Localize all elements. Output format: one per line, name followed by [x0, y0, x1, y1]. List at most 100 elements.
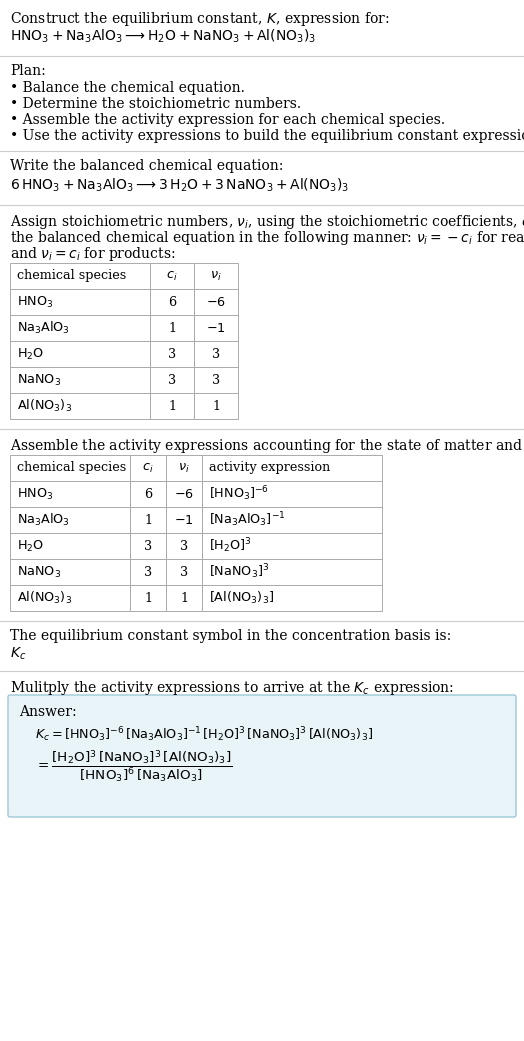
Text: $\mathrm{Al(NO_3)_3}$: $\mathrm{Al(NO_3)_3}$	[17, 398, 72, 414]
Text: Construct the equilibrium constant, $K$, expression for:: Construct the equilibrium constant, $K$,…	[10, 10, 390, 28]
Text: $-6$: $-6$	[174, 487, 194, 501]
Bar	[150, 289, 194, 315]
Text: the balanced chemical equation in the following manner: $\nu_i = -c_i$ for react: the balanced chemical equation in the fo…	[10, 229, 524, 247]
Text: $[\mathrm{NaNO_3}]^3$: $[\mathrm{NaNO_3}]^3$	[209, 562, 269, 581]
Text: • Assemble the activity expression for each chemical species.: • Assemble the activity expression for e…	[10, 113, 445, 127]
Text: $\mathrm{NaNO_3}$: $\mathrm{NaNO_3}$	[17, 564, 61, 580]
Text: The equilibrium constant symbol in the concentration basis is:: The equilibrium constant symbol in the c…	[10, 629, 451, 643]
Text: Write the balanced chemical equation:: Write the balanced chemical equation:	[10, 159, 283, 173]
Bar	[130, 455, 166, 481]
Bar	[194, 263, 238, 289]
Bar	[10, 455, 130, 481]
Text: 3: 3	[180, 539, 188, 553]
Text: • Balance the chemical equation.: • Balance the chemical equation.	[10, 81, 245, 95]
Bar	[130, 533, 166, 559]
Text: 6: 6	[168, 296, 176, 308]
Text: $\mathrm{HNO_3}$: $\mathrm{HNO_3}$	[17, 486, 53, 502]
Text: 1: 1	[144, 591, 152, 605]
Text: $-1$: $-1$	[206, 322, 226, 334]
Bar	[194, 367, 238, 393]
Text: $K_c = [\mathrm{HNO_3}]^{-6}\,[\mathrm{Na_3AlO_3}]^{-1}\,[\mathrm{H_2O}]^3\,[\ma: $K_c = [\mathrm{HNO_3}]^{-6}\,[\mathrm{N…	[35, 725, 373, 743]
Text: 3: 3	[168, 348, 176, 360]
Bar	[150, 263, 194, 289]
Text: 3: 3	[144, 539, 152, 553]
Text: Mulitply the activity expressions to arrive at the $K_c$ expression:: Mulitply the activity expressions to arr…	[10, 679, 454, 697]
Text: chemical species: chemical species	[17, 270, 126, 282]
Text: $\mathrm{Na_3AlO_3}$: $\mathrm{Na_3AlO_3}$	[17, 512, 70, 528]
Text: $= \dfrac{[\mathrm{H_2O}]^3\,[\mathrm{NaNO_3}]^3\,[\mathrm{Al(NO_3)_3}]}{[\mathr: $= \dfrac{[\mathrm{H_2O}]^3\,[\mathrm{Na…	[35, 750, 233, 785]
Bar	[194, 393, 238, 418]
Text: 3: 3	[144, 565, 152, 579]
Bar	[166, 559, 202, 585]
Bar	[10, 585, 130, 611]
Text: 3: 3	[212, 348, 220, 360]
Text: $K_c$: $K_c$	[10, 646, 26, 662]
Bar	[166, 533, 202, 559]
Bar	[202, 559, 382, 585]
Bar	[202, 481, 382, 507]
Text: 1: 1	[212, 400, 220, 412]
Bar	[150, 367, 194, 393]
Bar	[10, 393, 150, 418]
Bar	[166, 585, 202, 611]
Bar	[194, 289, 238, 315]
Text: $\nu_i$: $\nu_i$	[178, 461, 190, 475]
Text: $-1$: $-1$	[174, 513, 194, 527]
Bar	[194, 315, 238, 341]
Text: chemical species: chemical species	[17, 461, 126, 475]
Bar	[166, 507, 202, 533]
Bar	[10, 559, 130, 585]
Text: Plan:: Plan:	[10, 64, 46, 78]
Text: Assemble the activity expressions accounting for the state of matter and $\nu_i$: Assemble the activity expressions accoun…	[10, 437, 524, 455]
Text: $-6$: $-6$	[206, 296, 226, 308]
Text: $c_i$: $c_i$	[166, 270, 178, 282]
Text: $[\mathrm{H_2O}]^3$: $[\mathrm{H_2O}]^3$	[209, 537, 252, 555]
Text: Answer:: Answer:	[19, 705, 77, 719]
Bar	[150, 341, 194, 367]
Bar	[150, 315, 194, 341]
Text: • Use the activity expressions to build the equilibrium constant expression.: • Use the activity expressions to build …	[10, 129, 524, 143]
Bar	[202, 507, 382, 533]
Text: 3: 3	[212, 374, 220, 386]
Bar	[10, 315, 150, 341]
Text: $\mathrm{HNO_3}$: $\mathrm{HNO_3}$	[17, 295, 53, 309]
Text: • Determine the stoichiometric numbers.: • Determine the stoichiometric numbers.	[10, 97, 301, 111]
Bar	[166, 481, 202, 507]
Text: $\mathrm{6\,HNO_3 + Na_3AlO_3 \longrightarrow 3\,H_2O + 3\,NaNO_3 + Al(NO_3)_3}$: $\mathrm{6\,HNO_3 + Na_3AlO_3 \longright…	[10, 177, 350, 195]
Bar	[130, 481, 166, 507]
Bar	[10, 289, 150, 315]
Bar	[10, 481, 130, 507]
Bar	[10, 507, 130, 533]
Text: 1: 1	[168, 322, 176, 334]
Bar	[202, 585, 382, 611]
Text: $\nu_i$: $\nu_i$	[210, 270, 222, 282]
Bar	[150, 393, 194, 418]
Text: $\mathrm{Al(NO_3)_3}$: $\mathrm{Al(NO_3)_3}$	[17, 590, 72, 606]
Text: $c_i$: $c_i$	[143, 461, 154, 475]
Text: $\mathrm{H_2O}$: $\mathrm{H_2O}$	[17, 538, 44, 554]
Text: 3: 3	[180, 565, 188, 579]
Text: $\mathrm{H_2O}$: $\mathrm{H_2O}$	[17, 347, 44, 361]
Text: 6: 6	[144, 487, 152, 501]
Bar	[10, 367, 150, 393]
Text: Assign stoichiometric numbers, $\nu_i$, using the stoichiometric coefficients, $: Assign stoichiometric numbers, $\nu_i$, …	[10, 213, 524, 231]
Text: 3: 3	[168, 374, 176, 386]
Text: 1: 1	[144, 513, 152, 527]
Bar	[194, 341, 238, 367]
Text: 1: 1	[168, 400, 176, 412]
Bar	[202, 455, 382, 481]
Bar	[10, 341, 150, 367]
Text: $\mathrm{Na_3AlO_3}$: $\mathrm{Na_3AlO_3}$	[17, 320, 70, 336]
Text: and $\nu_i = c_i$ for products:: and $\nu_i = c_i$ for products:	[10, 245, 176, 263]
Text: $\mathrm{NaNO_3}$: $\mathrm{NaNO_3}$	[17, 373, 61, 387]
Text: 1: 1	[180, 591, 188, 605]
Bar	[10, 533, 130, 559]
FancyBboxPatch shape	[8, 695, 516, 817]
Bar	[202, 533, 382, 559]
Bar	[166, 455, 202, 481]
Text: $[\mathrm{HNO_3}]^{-6}$: $[\mathrm{HNO_3}]^{-6}$	[209, 485, 269, 504]
Bar	[130, 559, 166, 585]
Text: activity expression: activity expression	[209, 461, 330, 475]
Bar	[10, 263, 150, 289]
Bar	[130, 507, 166, 533]
